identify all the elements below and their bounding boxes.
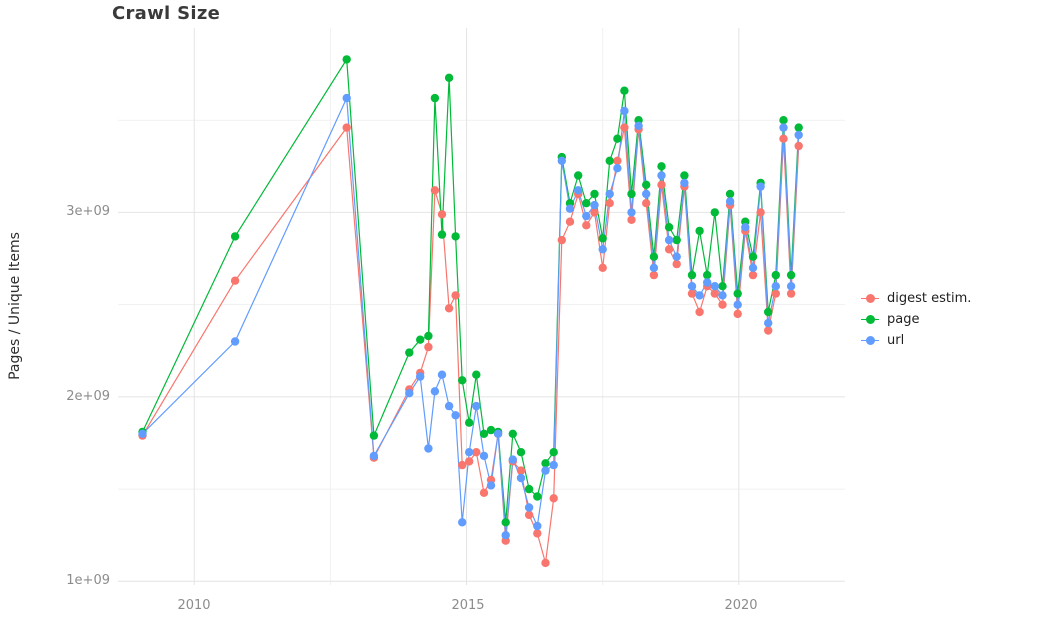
legend-label: digest estim.: [887, 291, 972, 306]
legend-key: [861, 332, 879, 350]
legend-key-dot: [865, 336, 875, 345]
legend-key-dot: [865, 294, 875, 303]
x-tick: 2020: [724, 598, 758, 613]
y-axis-label: Pages / Unique Items: [7, 232, 23, 380]
legend-item: page: [861, 309, 971, 330]
legend-label: page: [887, 312, 920, 327]
y-tick: 1e+09: [66, 573, 110, 588]
legend-label: url: [887, 333, 905, 348]
y-tick: 3e+09: [66, 204, 110, 219]
legend-key-dot: [865, 315, 875, 324]
legend-key: [861, 311, 879, 329]
plot-area: [118, 28, 845, 585]
x-tick: 2015: [451, 598, 485, 613]
chart-title: Crawl Size: [112, 3, 221, 24]
legend-item: url: [861, 330, 971, 351]
y-tick: 2e+09: [66, 389, 110, 404]
x-tick: 2010: [177, 598, 211, 613]
legend-key: [861, 290, 879, 308]
legend-item: digest estim.: [861, 288, 971, 309]
legend: digest estim. page url: [861, 288, 971, 351]
